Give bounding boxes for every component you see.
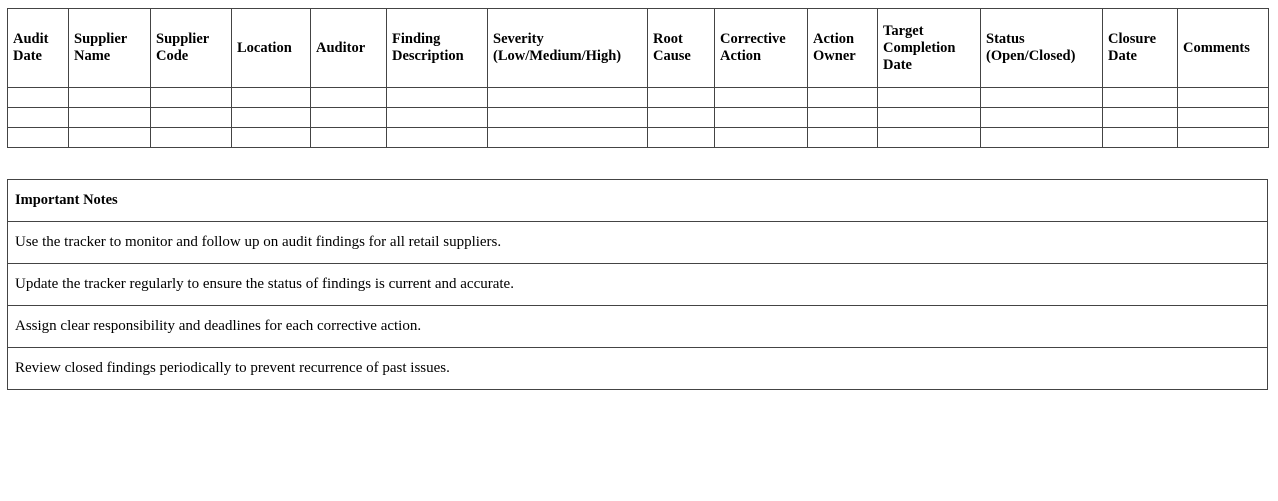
- empty-cell: [647, 127, 715, 148]
- header-supplier-code: Supplier Code: [150, 8, 232, 88]
- empty-cell: [1177, 87, 1269, 108]
- notes-title-row: Important Notes: [7, 179, 1268, 222]
- note-row: Update the tracker regularly to ensure t…: [7, 263, 1268, 306]
- empty-cell: [714, 127, 808, 148]
- empty-cell: [487, 127, 648, 148]
- empty-cell: [980, 127, 1103, 148]
- empty-cell: [487, 87, 648, 108]
- empty-table-row: [7, 87, 1269, 108]
- empty-cell: [68, 107, 151, 128]
- empty-cell: [1177, 127, 1269, 148]
- empty-cell: [231, 107, 311, 128]
- header-finding-description: Finding Description: [386, 8, 488, 88]
- empty-cell: [980, 107, 1103, 128]
- header-comments: Comments: [1177, 8, 1269, 88]
- header-target-completion-date: Target Completion Date: [877, 8, 981, 88]
- header-action-owner: Action Owner: [807, 8, 878, 88]
- empty-cell: [386, 127, 488, 148]
- empty-cell: [231, 87, 311, 108]
- note-item: Use the tracker to monitor and follow up…: [7, 221, 1268, 264]
- empty-cell: [807, 107, 878, 128]
- header-root-cause: Root Cause: [647, 8, 715, 88]
- empty-cell: [980, 87, 1103, 108]
- empty-cell: [150, 127, 232, 148]
- notes-title: Important Notes: [7, 179, 1268, 222]
- note-row: Use the tracker to monitor and follow up…: [7, 221, 1268, 264]
- header-auditor: Auditor: [310, 8, 387, 88]
- header-audit-date: Audit Date: [7, 8, 69, 88]
- empty-cell: [647, 87, 715, 108]
- empty-cell: [807, 87, 878, 108]
- empty-table-row: [7, 107, 1269, 128]
- empty-cell: [7, 107, 69, 128]
- empty-cell: [1177, 107, 1269, 128]
- header-closure-date: Closure Date: [1102, 8, 1178, 88]
- empty-cell: [68, 87, 151, 108]
- findings-header-row: Audit Date Supplier Name Supplier Code L…: [7, 8, 1269, 88]
- empty-cell: [150, 107, 232, 128]
- empty-cell: [150, 87, 232, 108]
- note-row: Review closed findings periodically to p…: [7, 347, 1268, 390]
- empty-table-row: [7, 127, 1269, 148]
- findings-table-body: [7, 87, 1269, 148]
- empty-cell: [310, 107, 387, 128]
- empty-cell: [714, 87, 808, 108]
- empty-cell: [310, 127, 387, 148]
- audit-findings-table: Audit Date Supplier Name Supplier Code L…: [7, 8, 1269, 148]
- empty-cell: [1102, 127, 1178, 148]
- empty-cell: [7, 87, 69, 108]
- empty-cell: [647, 107, 715, 128]
- empty-cell: [310, 87, 387, 108]
- header-supplier-name: Supplier Name: [68, 8, 151, 88]
- header-status: Status (Open/Closed): [980, 8, 1103, 88]
- empty-cell: [231, 127, 311, 148]
- note-item: Assign clear responsibility and deadline…: [7, 305, 1268, 348]
- empty-cell: [877, 87, 981, 108]
- empty-cell: [68, 127, 151, 148]
- note-item: Review closed findings periodically to p…: [7, 347, 1268, 390]
- empty-cell: [807, 127, 878, 148]
- header-corrective-action: Corrective Action: [714, 8, 808, 88]
- note-row: Assign clear responsibility and deadline…: [7, 305, 1268, 348]
- header-severity: Severity (Low/Medium/High): [487, 8, 648, 88]
- header-location: Location: [231, 8, 311, 88]
- empty-cell: [877, 127, 981, 148]
- empty-cell: [714, 107, 808, 128]
- empty-cell: [487, 107, 648, 128]
- note-item: Update the tracker regularly to ensure t…: [7, 263, 1268, 306]
- empty-cell: [1102, 107, 1178, 128]
- empty-cell: [386, 107, 488, 128]
- empty-cell: [1102, 87, 1178, 108]
- important-notes-table: Important Notes Use the tracker to monit…: [7, 179, 1268, 390]
- empty-cell: [7, 127, 69, 148]
- empty-cell: [386, 87, 488, 108]
- empty-cell: [877, 107, 981, 128]
